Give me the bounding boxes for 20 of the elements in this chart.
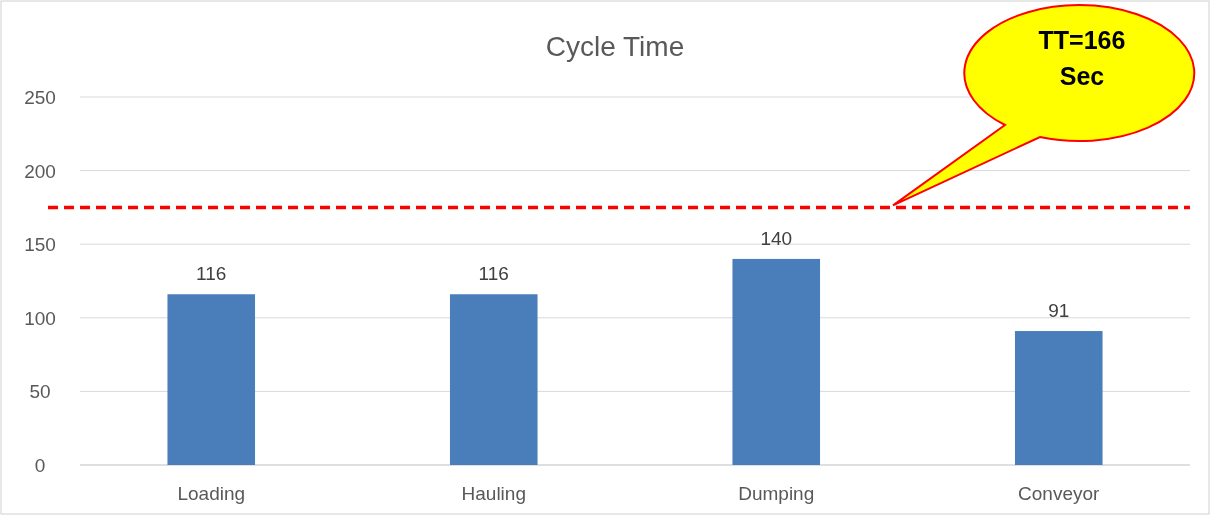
text: TT=166 Sec (1038, 26, 1126, 90)
x-tick-label: Dumping (738, 483, 815, 504)
y-tick-label: 200 (24, 160, 56, 182)
data-label: 91 (1048, 300, 1070, 322)
x-tick-label: Conveyor (1018, 483, 1101, 504)
y-tick-label: 50 (29, 381, 51, 403)
y-tick-label: 150 (24, 234, 56, 256)
chart-title: Cycle Time (545, 31, 685, 62)
y-tick-label: 250 (24, 87, 56, 108)
bar (449, 294, 538, 465)
x-tick-label: Loading (177, 483, 246, 504)
bar (732, 258, 821, 465)
data-label: 116 (478, 263, 509, 285)
data-label: 140 (760, 227, 793, 249)
x-tick-label: Hauling (461, 483, 526, 504)
data-label: 116 (196, 263, 227, 285)
bar (1014, 331, 1103, 465)
y-tick-label: 0 (34, 455, 46, 476)
y-tick-label: 100 (24, 307, 56, 329)
bar (167, 294, 256, 465)
